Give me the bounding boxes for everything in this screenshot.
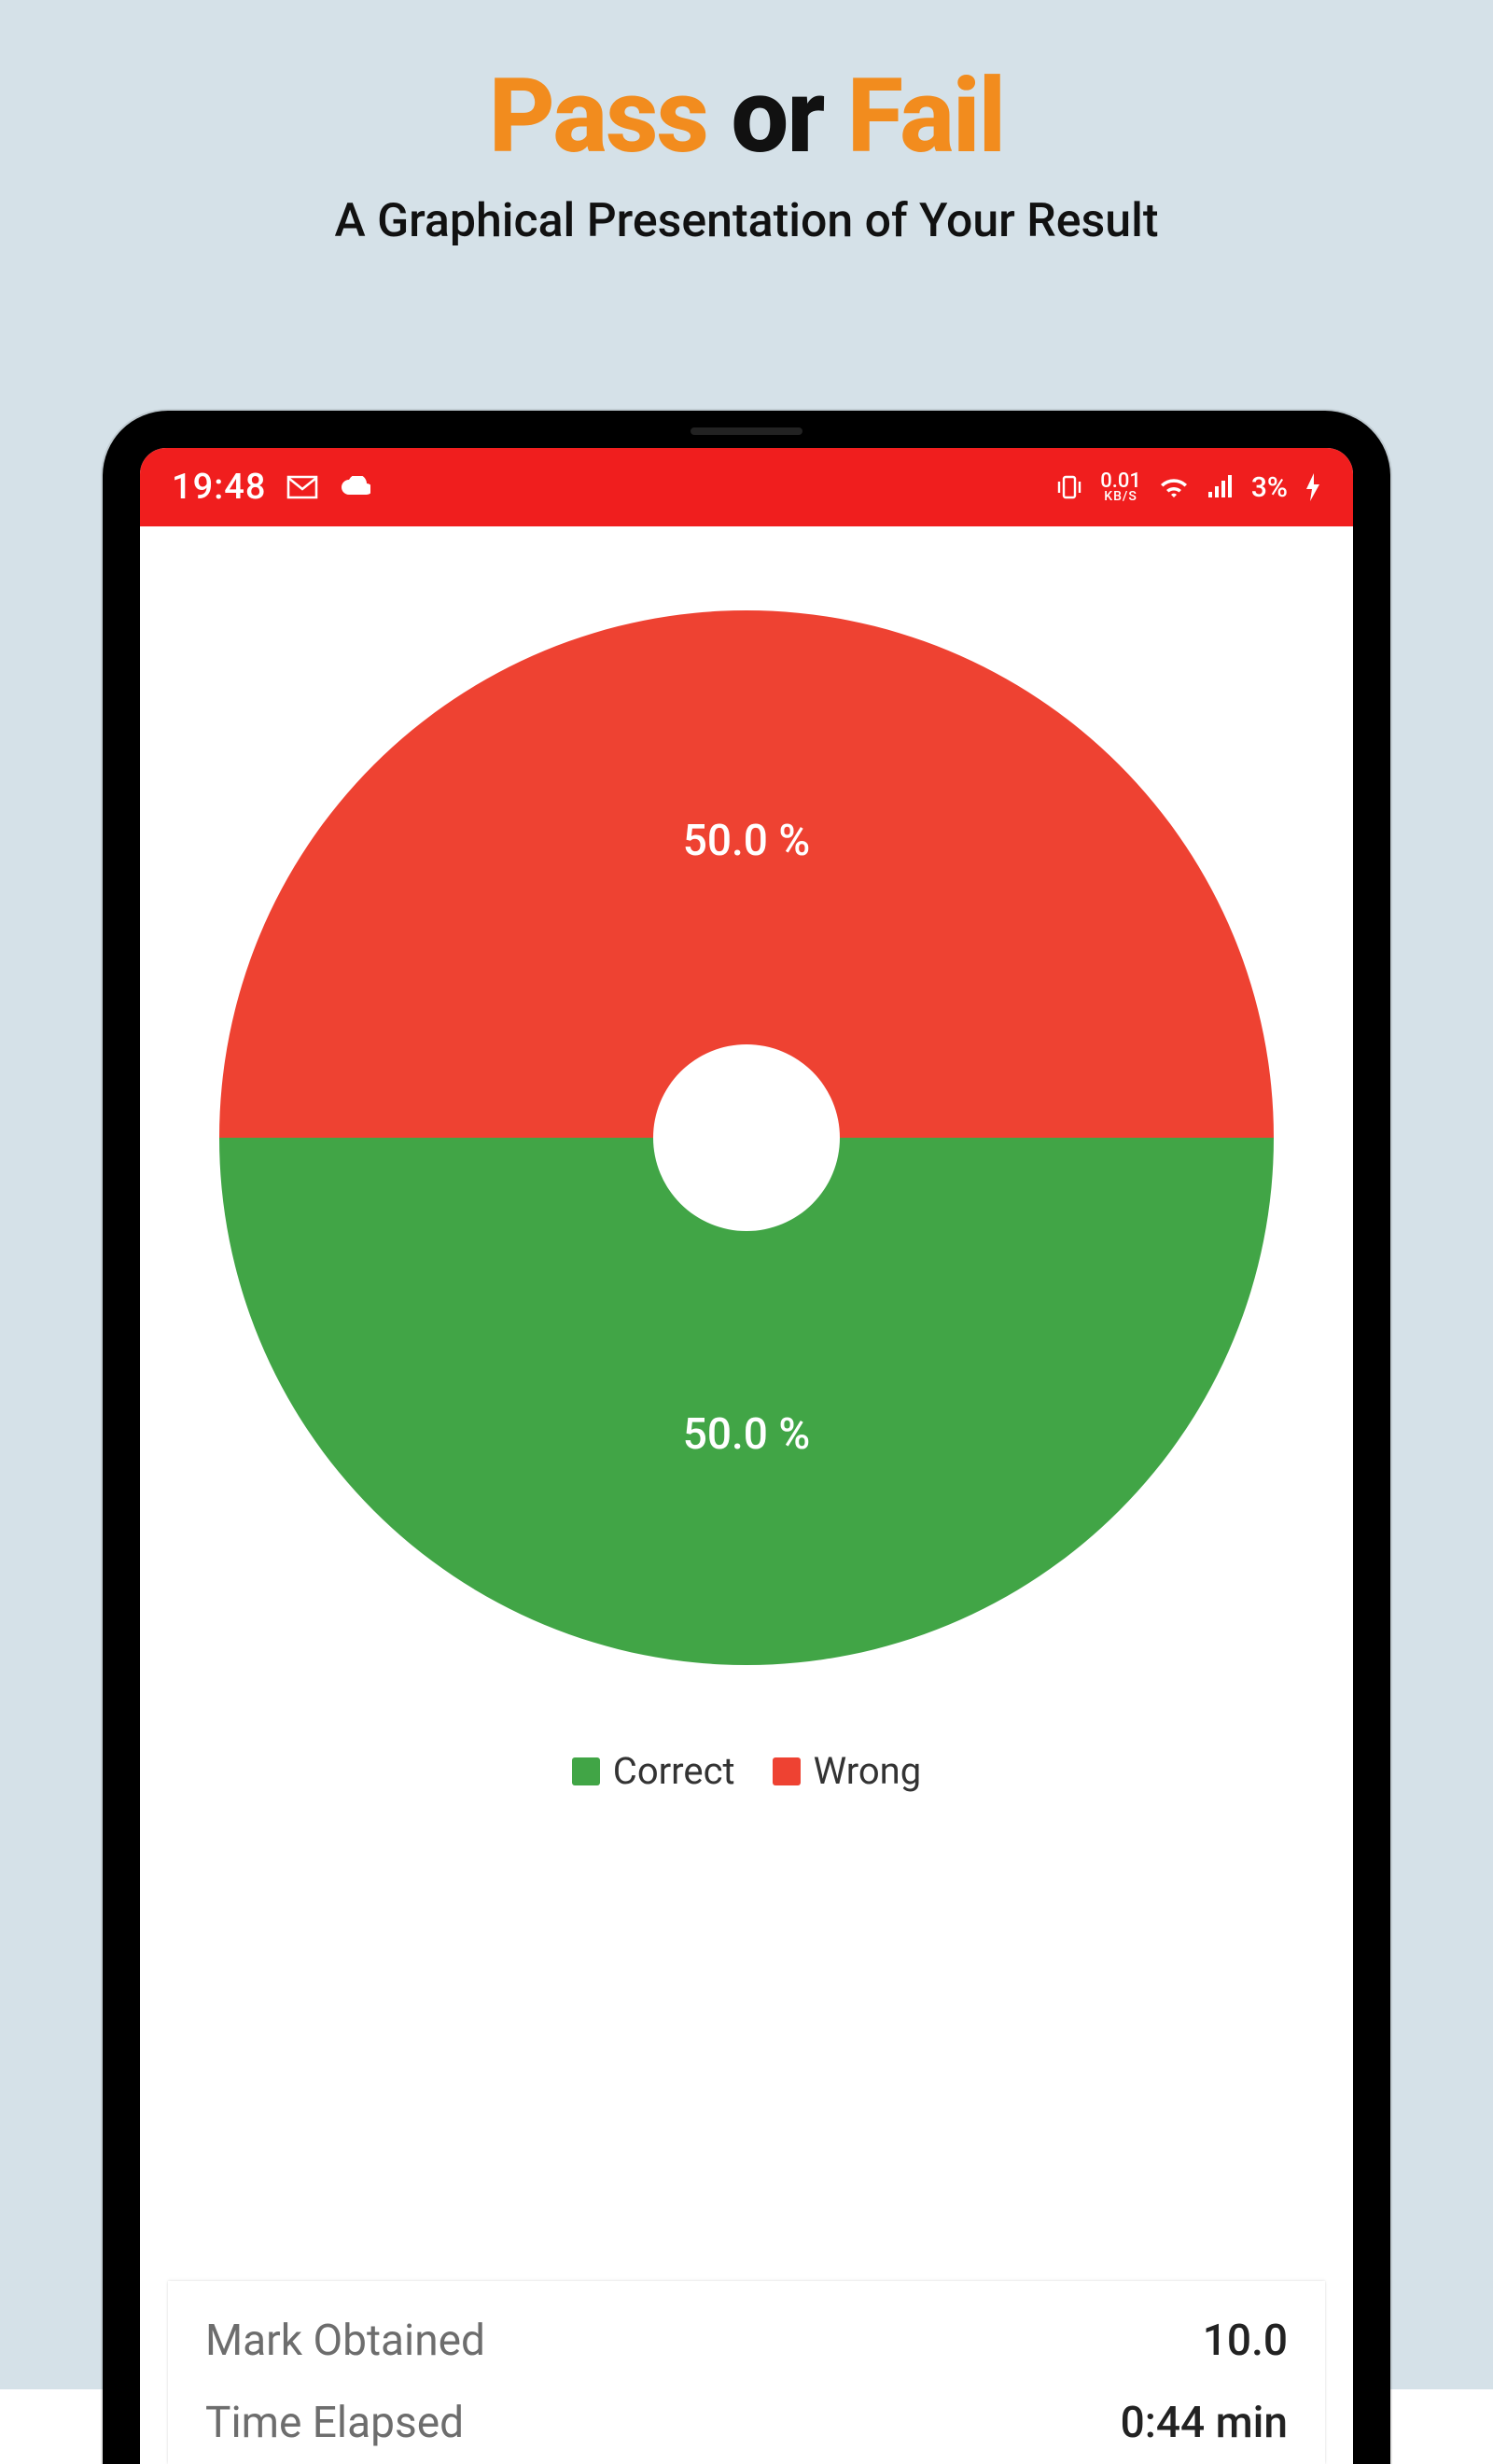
legend-swatch-wrong — [773, 1757, 801, 1785]
donut-label-wrong: 50.0 % — [683, 816, 811, 866]
heading-line-1: Pass or Fail — [0, 65, 1493, 168]
donut-label-correct: 50.0 % — [683, 1409, 811, 1460]
heading-word-pass: Pass — [489, 56, 707, 176]
status-right-cluster: 0.01 KB/S 3% — [1055, 471, 1321, 504]
result-value-time: 0:44 min — [1121, 2398, 1288, 2448]
gmail-icon — [286, 475, 318, 499]
marketing-heading: Pass or Fail A Graphical Presentation of… — [0, 0, 1493, 248]
donut-svg — [219, 610, 1274, 1665]
chart-legend: Correct Wrong — [572, 1749, 921, 1793]
status-left-cluster: 19:48 — [172, 467, 370, 508]
charging-icon — [1305, 473, 1321, 501]
data-rate-value: 0.01 — [1100, 472, 1141, 491]
battery-percent: 3% — [1251, 471, 1288, 504]
result-row-mark: Mark Obtained 10.0 — [205, 2300, 1288, 2382]
legend-item-correct: Correct — [572, 1749, 735, 1793]
legend-label-wrong: Wrong — [814, 1749, 922, 1793]
results-card: Mark Obtained 10.0 Time Elapsed 0:44 min — [168, 2281, 1325, 2464]
vibrate-icon — [1055, 473, 1083, 501]
heading-word-or: or — [731, 56, 823, 176]
result-label-time: Time Elapsed — [205, 2398, 464, 2448]
legend-item-wrong: Wrong — [773, 1749, 922, 1793]
donut-slice-wrong — [219, 610, 1274, 1138]
android-status-bar: 19:48 0.01 KB/S — [140, 448, 1353, 526]
donut-slice-correct — [219, 1138, 1274, 1665]
legend-label-correct: Correct — [613, 1749, 735, 1793]
result-label-mark: Mark Obtained — [205, 2316, 485, 2366]
data-rate-indicator: 0.01 KB/S — [1100, 472, 1141, 502]
result-value-mark: 10.0 — [1203, 2316, 1288, 2366]
status-time: 19:48 — [172, 467, 266, 508]
wifi-icon — [1158, 475, 1190, 499]
heading-subtitle: A Graphical Presentation of Your Result — [0, 194, 1493, 248]
app-store-screenshot: Pass or Fail A Graphical Presentation of… — [0, 0, 1493, 2389]
result-row-time: Time Elapsed 0:44 min — [205, 2382, 1288, 2464]
tablet-frame: 19:48 0.01 KB/S — [103, 411, 1390, 2464]
tablet-screen: 19:48 0.01 KB/S — [140, 448, 1353, 2464]
cloud-icon — [339, 476, 370, 498]
heading-word-fail: Fail — [847, 56, 1005, 176]
result-chart-area: 50.0 % 50.0 % Correct Wrong — [140, 526, 1353, 1793]
legend-swatch-correct — [572, 1757, 600, 1785]
cell-signal-icon — [1207, 475, 1235, 499]
data-rate-unit: KB/S — [1104, 491, 1137, 503]
result-donut-chart: 50.0 % 50.0 % — [219, 610, 1274, 1665]
